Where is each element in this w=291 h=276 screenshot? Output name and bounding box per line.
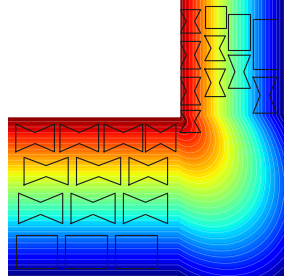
Bar	[115, 235, 157, 268]
Bar	[228, 14, 250, 50]
Bar	[253, 19, 277, 69]
Bar	[16, 235, 57, 268]
Polygon shape	[8, 0, 283, 276]
Bar	[205, 6, 226, 28]
Bar	[65, 235, 107, 268]
